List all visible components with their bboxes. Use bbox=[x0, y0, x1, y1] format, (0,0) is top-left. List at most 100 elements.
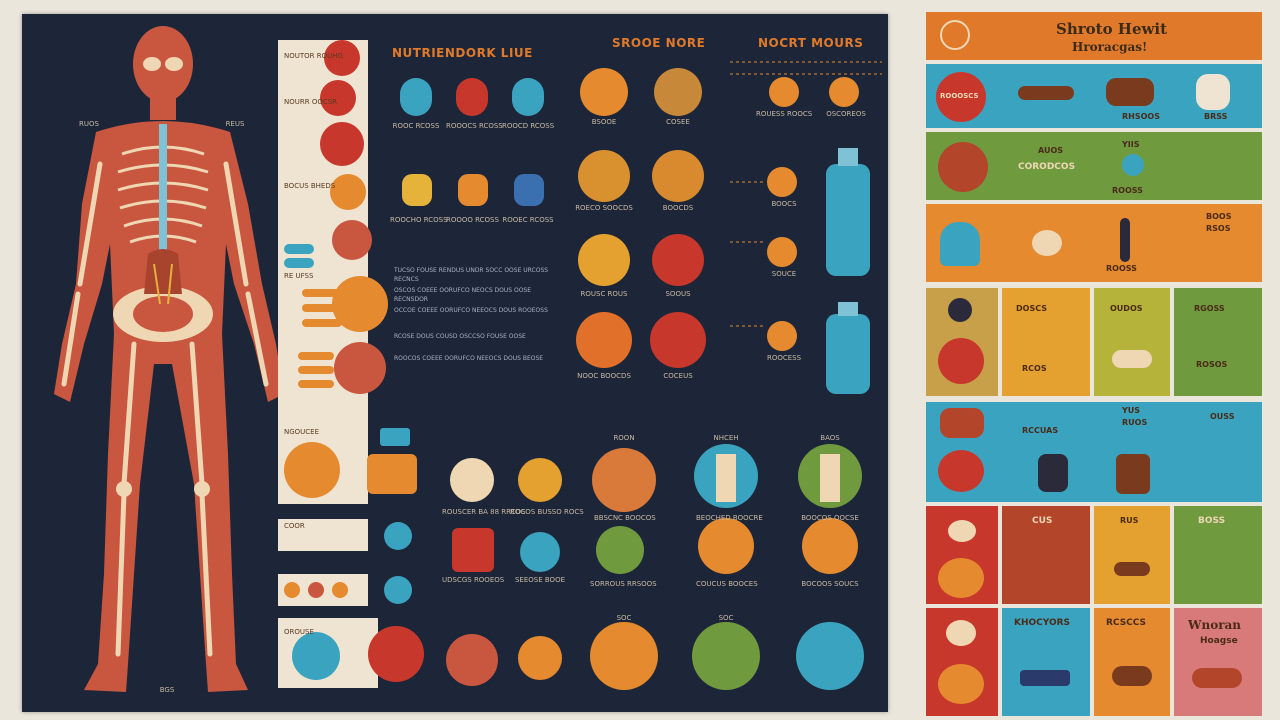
poster-header-right: NOCRT MOURS bbox=[758, 36, 864, 50]
mid-label: ROUSC ROUS bbox=[580, 290, 628, 298]
row7-label: Wnoran bbox=[1188, 618, 1242, 632]
organ-icon bbox=[946, 620, 976, 646]
poster-header-mid: SROOE NORE bbox=[612, 36, 706, 50]
row6-label: RUS bbox=[1120, 516, 1139, 525]
poster-art bbox=[54, 26, 882, 692]
bottom-header: NHCEH bbox=[713, 434, 739, 442]
logo-icon bbox=[940, 20, 970, 50]
chart-cell: CUS bbox=[1002, 506, 1090, 604]
right-col-label: ROOCESS bbox=[766, 354, 802, 362]
row5-label: RUOS bbox=[1122, 418, 1148, 427]
organ-icon bbox=[936, 72, 986, 122]
row1-label: ROOC RCOSS bbox=[392, 122, 440, 130]
organ-icon bbox=[940, 222, 980, 266]
organ-icon bbox=[1192, 668, 1242, 688]
row1-label: ROOCD RCOSS bbox=[502, 122, 555, 130]
row5-label: OUSS bbox=[1210, 412, 1235, 421]
row5-label: YUS bbox=[1122, 406, 1141, 415]
row7-label: Hoagse bbox=[1200, 636, 1238, 646]
bottom-label: ROCOS BUSSO ROCS bbox=[510, 508, 584, 516]
right-col-label: OSCOREOS bbox=[826, 110, 866, 118]
organ-icon bbox=[1106, 78, 1154, 106]
organ-icon bbox=[938, 558, 984, 598]
chart-cell bbox=[926, 608, 998, 716]
organ-icon bbox=[1018, 86, 1074, 100]
mid-label: BSOOE bbox=[591, 118, 617, 126]
mid-label: SOOUS bbox=[665, 290, 691, 298]
bottom-label: BEOCHED BOOCRE bbox=[696, 514, 763, 522]
bottom-label: SORROUS RRSOOS bbox=[590, 580, 657, 588]
row7-label: KHOCYORS bbox=[1014, 618, 1071, 628]
organ-icon bbox=[1122, 154, 1144, 176]
organ-icon bbox=[948, 520, 976, 542]
row5-label: RCCUAS bbox=[1022, 426, 1059, 435]
row3-label: ROOSS bbox=[1106, 264, 1137, 273]
mid-label: NOOC BOOCDS bbox=[577, 372, 631, 380]
chart-cell: KHOCYORS bbox=[1002, 608, 1090, 716]
organ-icon bbox=[1020, 670, 1070, 686]
right-col-label: SOUCE bbox=[771, 270, 797, 278]
organ-icon bbox=[938, 338, 984, 384]
left-label: COOR bbox=[284, 522, 305, 530]
chart-row-3: ROOSS BOOS RSOS bbox=[926, 204, 1262, 282]
chart-cell: RCSCCS bbox=[1094, 608, 1170, 716]
capsule-icons-row1 bbox=[400, 78, 544, 206]
row7-label: RCSCCS bbox=[1106, 618, 1147, 628]
row4-label: OUDOS bbox=[1110, 304, 1143, 313]
poster-header-main: NUTRIENDORK LIUE bbox=[392, 46, 533, 60]
row1-label: ROOOSCS bbox=[940, 92, 979, 100]
bottom-label: COUCUS BOOCES bbox=[696, 580, 758, 588]
left-label: BOCUS BHEDS bbox=[284, 182, 336, 190]
bottle-icon bbox=[730, 61, 882, 394]
mid-label: COCEUS bbox=[663, 372, 693, 380]
row1-label: BRSS bbox=[1204, 112, 1228, 121]
chart-cell: OUDOS bbox=[1094, 288, 1170, 396]
row4-label: DOSCS bbox=[1016, 304, 1047, 313]
row1-label: RHSOOS bbox=[1122, 112, 1160, 121]
organ-icon bbox=[940, 408, 984, 438]
left-label: NOURR OOCSR bbox=[284, 98, 338, 106]
bottom-label: ROUSCER BA 88 RRCOS bbox=[442, 508, 526, 516]
figure-label: BGS bbox=[159, 686, 175, 694]
figure-label: REUS bbox=[225, 120, 245, 128]
organ-icon bbox=[938, 664, 984, 704]
organ-icon bbox=[1112, 350, 1152, 368]
chart-row-5: RCCUAS YUS RUOS OUSS bbox=[926, 402, 1262, 502]
bottom-label: SEEOSE BOOE bbox=[514, 576, 565, 584]
left-label: NOUTOR ROUHG bbox=[284, 52, 343, 60]
row1-label: ROOOCS RCOSS bbox=[446, 122, 503, 130]
info-paragraph: RCOSE DOUS COUSD OSCCSO FOUSE OOSE bbox=[394, 333, 526, 340]
organ-icon bbox=[938, 450, 984, 492]
organ-icon bbox=[1112, 666, 1152, 686]
info-paragraph: OSCOS COEEE OORUFCO NEOCS DOUS OOSE RECN… bbox=[394, 287, 532, 303]
chart-title-line2: Hroracgas! bbox=[1072, 40, 1148, 54]
row3-label: RSOS bbox=[1206, 224, 1231, 233]
bottom-label: BBSCNC BOOCOS bbox=[594, 514, 656, 522]
bottom-label: UDSCGS ROOEOS bbox=[442, 576, 505, 584]
row3-label: BOOS bbox=[1206, 212, 1232, 221]
chart-title-bar: Shroto Hewit Hroracgas! bbox=[926, 12, 1262, 60]
row6-label: CUS bbox=[1032, 516, 1053, 526]
row2-label: ROOEC RCOSS bbox=[502, 216, 554, 224]
organ-icon bbox=[1116, 454, 1150, 494]
nutrient-circle-icons bbox=[446, 444, 864, 690]
health-chart-panel: Shroto Hewit Hroracgas! ROOOSCS RHSOOS B… bbox=[922, 8, 1264, 720]
right-col-label: BOOCS bbox=[771, 200, 797, 208]
person-icon bbox=[1120, 218, 1130, 262]
bottom-label: BOCOOS SOUCS bbox=[801, 580, 859, 588]
chart-cell: RUS bbox=[1094, 506, 1170, 604]
bottom-header: ROON bbox=[613, 434, 635, 442]
mid-label: BOOCDS bbox=[662, 204, 694, 212]
left-label: OROUSE bbox=[284, 628, 314, 636]
chart-cell bbox=[926, 506, 998, 604]
chart-row-2: AUOS YIIS ROOSS CORODCOS bbox=[926, 132, 1262, 200]
left-label: NGOUCEE bbox=[284, 428, 320, 436]
row2-label: ROOSS bbox=[1112, 186, 1143, 195]
chart-cell: DOSCS RCOS bbox=[1002, 288, 1090, 396]
figure-label: RUOS bbox=[79, 120, 99, 128]
info-paragraph: ROOCOS COEEE OORUFCO NEEOCS DOUS BEOSE bbox=[394, 355, 544, 362]
bottom-label: BOOCOS OOCSE bbox=[801, 514, 859, 522]
organ-icon bbox=[938, 142, 988, 192]
mid-label: ROECO SOOCDS bbox=[575, 204, 633, 212]
human-anatomy-figure-icon bbox=[54, 26, 284, 692]
